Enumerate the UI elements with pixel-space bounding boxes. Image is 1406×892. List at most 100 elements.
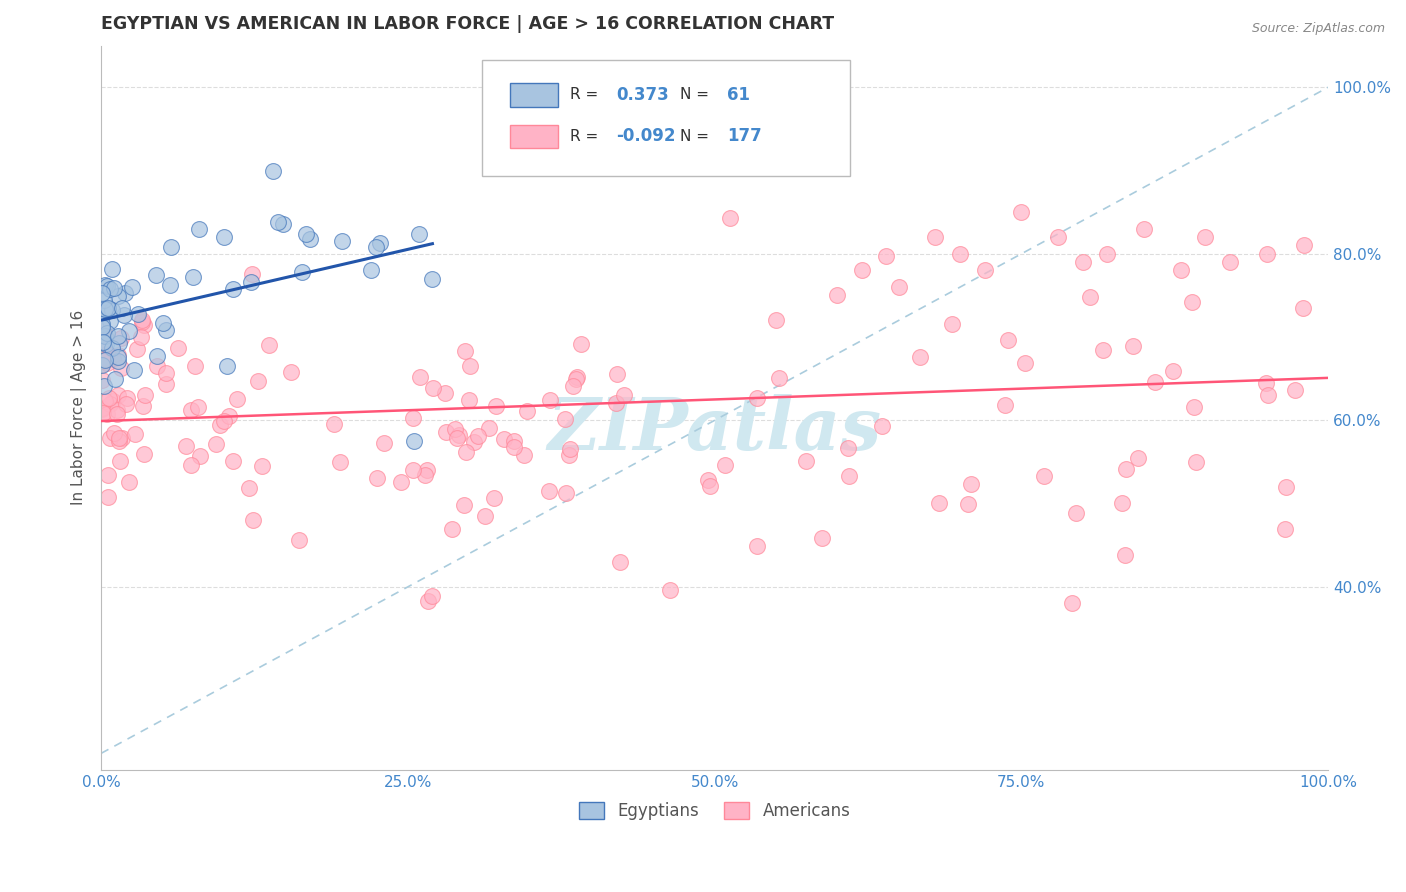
Point [208, 418, 231, 433]
Point [1284, 383, 1306, 397]
Point [503, 441, 526, 455]
Point [291, 265, 314, 279]
Point [94, 351, 117, 366]
Point [98, 397, 121, 411]
Point [108, 434, 131, 448]
FancyBboxPatch shape [481, 60, 849, 176]
Point [298, 232, 321, 246]
Point [441, 522, 464, 536]
Point [115, 397, 138, 411]
Point [1292, 238, 1315, 252]
Text: 177: 177 [727, 128, 762, 145]
Point [226, 392, 249, 406]
Point [794, 454, 817, 468]
Point [697, 474, 720, 488]
Point [1071, 255, 1094, 269]
Point [851, 263, 873, 277]
Point [1111, 496, 1133, 510]
Point [155, 366, 177, 380]
Point [453, 343, 475, 358]
Point [1194, 230, 1216, 244]
Point [96, 326, 118, 341]
Point [512, 448, 534, 462]
Point [1060, 597, 1083, 611]
Point [159, 277, 181, 292]
Point [1064, 506, 1087, 520]
Point [98, 314, 121, 328]
Point [949, 247, 972, 261]
Point [446, 431, 468, 445]
Point [145, 349, 167, 363]
Point [110, 331, 132, 345]
Point [910, 350, 932, 364]
Point [94, 328, 117, 343]
Point [112, 308, 135, 322]
Point [503, 434, 526, 448]
Text: N =: N = [681, 87, 714, 103]
Point [93, 306, 115, 320]
Point [212, 414, 235, 428]
Point [422, 381, 444, 395]
Point [111, 301, 134, 316]
Point [91, 357, 114, 371]
Point [267, 214, 290, 228]
Point [107, 289, 129, 303]
Point [1257, 388, 1279, 402]
Point [609, 556, 631, 570]
Point [110, 454, 132, 468]
Point [444, 422, 467, 436]
Point [1014, 356, 1036, 370]
Point [218, 409, 240, 423]
Point [745, 539, 768, 553]
Point [605, 395, 627, 409]
Point [204, 437, 226, 451]
Point [134, 387, 156, 401]
Point [811, 531, 834, 545]
Text: R =: R = [569, 128, 603, 144]
Point [98, 431, 121, 445]
Point [555, 486, 578, 500]
Point [567, 369, 589, 384]
Point [485, 399, 508, 413]
Point [91, 286, 114, 301]
Point [364, 240, 387, 254]
Point [373, 435, 395, 450]
Point [516, 404, 538, 418]
Point [96, 347, 118, 361]
Point [747, 392, 769, 406]
Point [323, 417, 346, 431]
Point [420, 589, 443, 603]
Point [145, 268, 167, 283]
Point [103, 352, 125, 367]
Point [561, 379, 583, 393]
Point [558, 448, 581, 462]
Point [94, 393, 117, 408]
Legend: Egyptians, Americans: Egyptians, Americans [572, 796, 856, 827]
Point [107, 351, 129, 365]
Point [100, 302, 122, 317]
Point [1114, 548, 1136, 562]
Point [91, 373, 114, 387]
Point [93, 326, 115, 341]
Point [453, 498, 475, 512]
Point [271, 217, 294, 231]
Point [104, 372, 127, 386]
Point [222, 454, 245, 468]
Point [994, 398, 1017, 412]
Point [180, 458, 202, 472]
Point [1115, 462, 1137, 476]
Point [240, 275, 263, 289]
Point [288, 533, 311, 548]
Point [146, 359, 169, 374]
Point [718, 211, 741, 226]
Point [110, 360, 132, 375]
Point [107, 335, 129, 350]
Point [107, 388, 129, 402]
Point [467, 429, 489, 443]
Point [606, 368, 628, 382]
Point [94, 337, 117, 351]
FancyBboxPatch shape [510, 125, 558, 148]
Point [422, 272, 444, 286]
Point [105, 403, 128, 417]
Point [91, 318, 114, 332]
